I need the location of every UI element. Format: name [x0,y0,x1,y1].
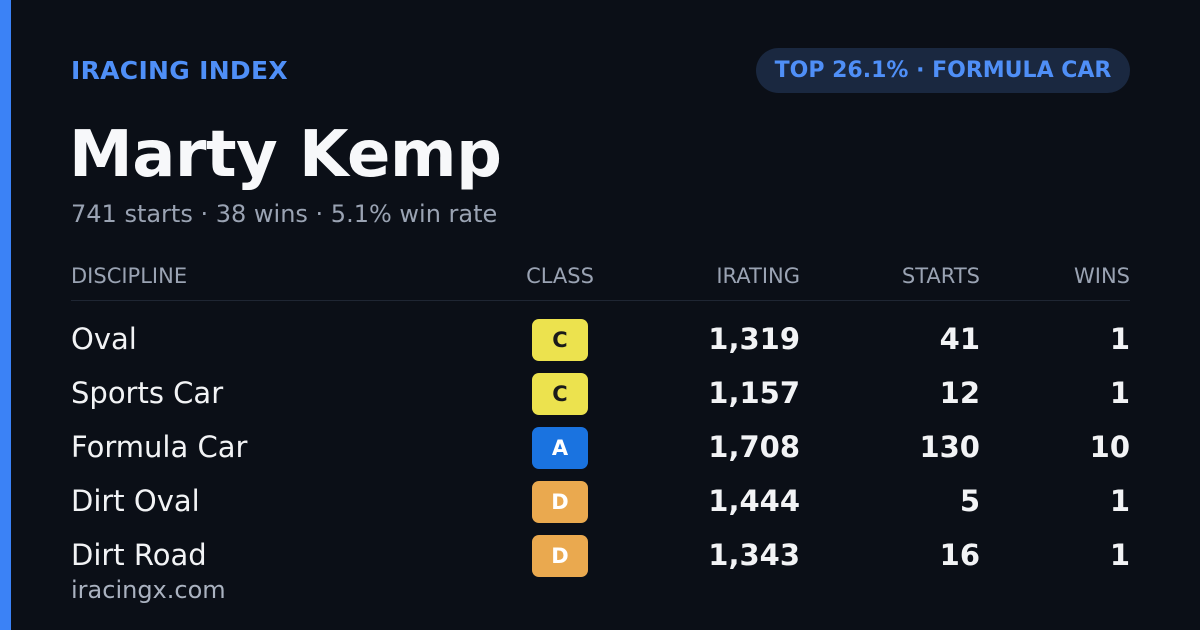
starts: 41 [939,322,980,356]
driver-name: Marty Kemp [69,118,502,192]
irating: 1,708 [708,430,800,464]
starts: 5 [959,484,980,518]
column-header: WINS [1074,264,1130,288]
discipline-name: Sports Car [71,376,224,410]
class-badge: A [532,427,588,469]
site-link: iracingx.com [71,576,226,604]
summary: 741 starts · 38 wins · 5.1% win rate [71,200,498,228]
discipline-name: Formula Car [71,430,248,464]
class-badge: C [532,373,588,415]
discipline-name: Oval [71,322,137,356]
column-header: DISCIPLINE [71,264,188,288]
accent-bar [0,0,11,630]
starts: 12 [939,376,980,410]
class-badge: D [532,535,588,577]
starts: 130 [919,430,980,464]
irating: 1,343 [708,538,800,572]
class-badge: C [532,319,588,361]
wins: 1 [1109,322,1130,356]
discipline-name: Dirt Road [71,538,207,572]
divider [71,300,1130,301]
column-header: CLASS [526,264,594,288]
wins: 1 [1109,376,1130,410]
starts: 16 [939,538,980,572]
rank-badge: TOP 26.1% · FORMULA CAR [756,48,1130,93]
brand: IRACING INDEX [71,56,288,85]
wins: 1 [1109,484,1130,518]
irating: 1,319 [708,322,800,356]
column-header: STARTS [901,264,980,288]
irating: 1,444 [708,484,800,518]
class-badge: D [532,481,588,523]
wins: 10 [1089,430,1130,464]
wins: 1 [1109,538,1130,572]
discipline-name: Dirt Oval [71,484,200,518]
column-header: IRATING [716,264,800,288]
irating: 1,157 [708,376,800,410]
